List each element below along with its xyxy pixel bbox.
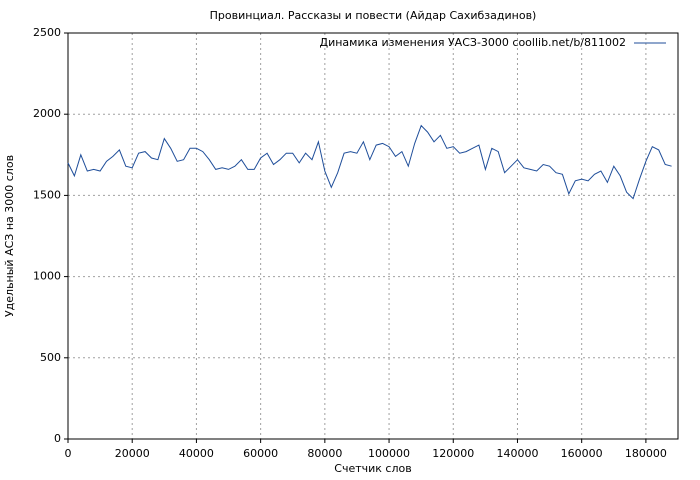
x-tick-label: 100000 — [368, 447, 410, 460]
legend-label: Динамика изменения УАСЗ-3000 coollib.net… — [320, 36, 627, 49]
x-tick-label: 160000 — [561, 447, 603, 460]
y-tick-label: 1500 — [33, 188, 61, 201]
x-tick-label: 0 — [65, 447, 72, 460]
y-tick-label: 2000 — [33, 107, 61, 120]
y-tick-label: 500 — [40, 351, 61, 364]
plot-frame — [67, 32, 679, 440]
x-tick-label: 120000 — [432, 447, 474, 460]
data-line — [67, 124, 672, 200]
chart-title: Провинциал. Рассказы и повести (Айдар Са… — [210, 9, 537, 22]
x-tick-label: 80000 — [307, 447, 342, 460]
x-tick-label: 20000 — [115, 447, 150, 460]
x-tick-label: 60000 — [243, 447, 278, 460]
x-tick-label: 180000 — [625, 447, 667, 460]
y-axis-label: Удельный АСЗ на 3000 слов — [3, 155, 16, 317]
x-tick-label: 140000 — [496, 447, 538, 460]
y-tick-label: 1000 — [33, 270, 61, 283]
y-tick-label: 0 — [54, 432, 61, 445]
x-axis-label: Счетчик слов — [334, 462, 411, 475]
y-tick-label: 2500 — [33, 26, 61, 39]
x-tick-label: 40000 — [179, 447, 214, 460]
